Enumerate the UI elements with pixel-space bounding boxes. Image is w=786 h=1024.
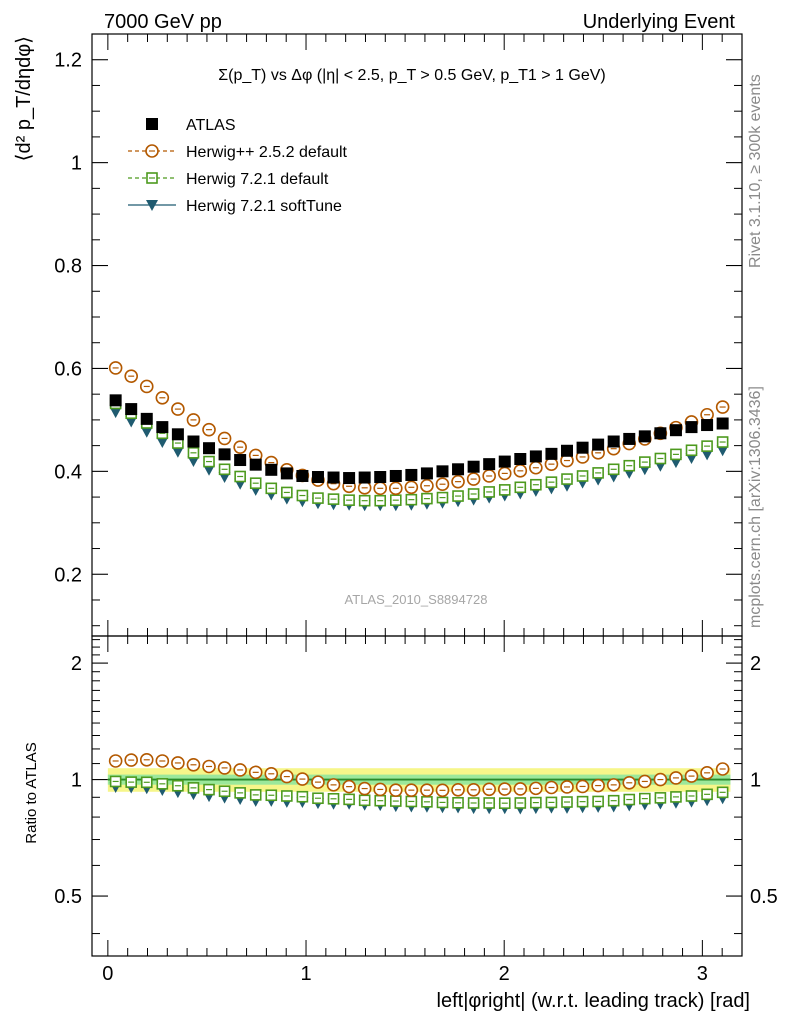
- x-tick-label: 0: [102, 963, 113, 985]
- data-point-0: [638, 430, 651, 443]
- data-point-0: [669, 424, 682, 437]
- y-tick-label: 0.4: [54, 461, 82, 483]
- main-y-axis-label: ⟨d² p_T/dηdφ⟩: [13, 36, 35, 161]
- ratio-y-tick-label-right: 0.5: [750, 886, 778, 908]
- header-left: 7000 GeV pp: [104, 11, 222, 33]
- data-point-0: [327, 471, 340, 484]
- ratio-y-axis-label: Ratio to ATLAS: [23, 742, 40, 843]
- data-point-3: [187, 456, 200, 468]
- data-point-0: [498, 455, 511, 468]
- y-tick-label: 0.8: [54, 256, 82, 278]
- x-tick-label: 2: [499, 963, 510, 985]
- data-point-0: [592, 438, 605, 451]
- ratio-y-tick-label-right: 1: [750, 770, 761, 792]
- x-tick-label: 1: [300, 963, 311, 985]
- chart-title: Σ(p_T) vs Δφ (|η| < 2.5, p_T > 0.5 GeV, …: [218, 67, 605, 84]
- ratio-y-tick-label: 1: [71, 770, 82, 792]
- data-point-0: [529, 450, 542, 463]
- ratio-y-tick-label: 0.5: [54, 886, 82, 908]
- data-point-0: [234, 454, 247, 467]
- data-point-3: [701, 449, 714, 461]
- x-tick-label: 3: [697, 963, 708, 985]
- data-point-0: [358, 471, 371, 484]
- data-point-0: [296, 469, 309, 482]
- analysis-watermark: ATLAS_2010_S8894728: [345, 592, 488, 607]
- data-point-0: [685, 421, 698, 434]
- data-point-0: [249, 458, 262, 471]
- data-point-0: [109, 394, 122, 407]
- data-point-0: [280, 467, 293, 480]
- data-point-0: [483, 458, 496, 471]
- y-tick-label: 0.6: [54, 358, 82, 380]
- legend-label-1: Herwig++ 2.5.2 default: [186, 144, 348, 161]
- data-point-0: [514, 453, 527, 466]
- data-point-0: [125, 403, 138, 416]
- data-point-0: [545, 447, 558, 460]
- data-point-0: [140, 412, 153, 425]
- data-point-0: [156, 421, 169, 434]
- data-point-3: [716, 445, 729, 457]
- ratio-y-tick-label-right: 2: [750, 653, 761, 675]
- data-point-0: [311, 471, 324, 484]
- data-point-0: [171, 428, 184, 441]
- data-point-0: [654, 427, 667, 440]
- ratio-y-tick-label: 2: [71, 653, 82, 675]
- data-point-3: [156, 437, 169, 449]
- legend-label-0: ATLAS: [186, 117, 236, 134]
- data-point-0: [623, 432, 636, 445]
- data-point-0: [265, 463, 278, 476]
- ratio-panel-frame: [91, 635, 743, 957]
- data-point-0: [452, 463, 465, 476]
- data-point-0: [218, 448, 231, 461]
- data-point-3: [203, 464, 216, 476]
- data-point-0: [467, 460, 480, 473]
- y-tick-label: 1.2: [54, 50, 82, 72]
- data-point-0: [436, 465, 449, 478]
- legend-label-3: Herwig 7.2.1 softTune: [186, 198, 342, 215]
- data-point-3: [109, 407, 122, 419]
- legend-marker-0: [146, 118, 158, 130]
- data-point-3: [171, 446, 184, 458]
- legend-label-2: Herwig 7.2.1 default: [186, 171, 329, 188]
- data-point-0: [187, 435, 200, 448]
- data-point-0: [560, 444, 573, 457]
- data-point-0: [389, 469, 402, 482]
- data-point-0: [607, 435, 620, 448]
- data-point-0: [203, 442, 216, 455]
- mcplots-reference-label: mcplots.cern.ch [arXiv:1306.3436]: [747, 386, 764, 628]
- rivet-version-label: Rivet 3.1.10, ≥ 300k events: [747, 74, 764, 268]
- y-tick-label: 0.2: [54, 564, 82, 586]
- data-point-0: [374, 471, 387, 484]
- header-right: Underlying Event: [583, 11, 736, 33]
- data-point-0: [420, 467, 433, 480]
- data-point-0: [405, 468, 418, 481]
- legend-marker-3: [146, 200, 158, 211]
- data-point-0: [576, 441, 589, 454]
- y-tick-label: 1: [71, 153, 82, 175]
- data-point-0: [343, 472, 356, 485]
- data-point-0: [716, 417, 729, 430]
- data-point-0: [701, 419, 714, 432]
- x-axis-label: left|φright| (w.r.t. leading track) [rad…: [437, 990, 750, 1012]
- data-point-3: [125, 416, 138, 428]
- data-point-3: [140, 426, 153, 438]
